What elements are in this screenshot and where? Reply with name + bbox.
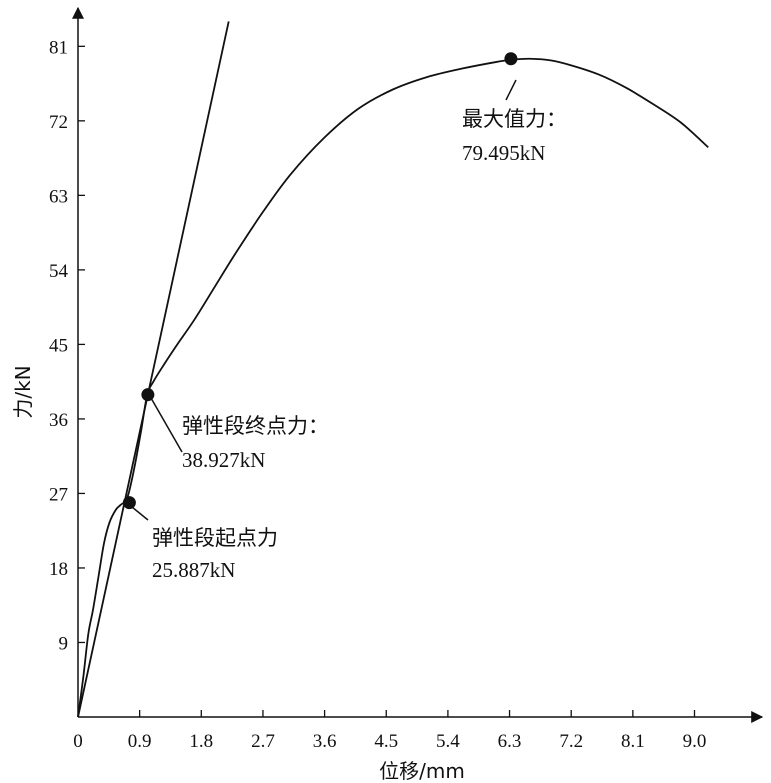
x-tick-label: 3.6 bbox=[313, 731, 337, 752]
x-ticks: 0 0.9 1.8 2.7 3.6 4.5 5.4 6.3 7.2 8.1 9.0 bbox=[73, 710, 706, 752]
annotation-label: 弹性段终点力： bbox=[182, 414, 329, 438]
x-tick-label: 9.0 bbox=[683, 731, 707, 752]
x-tick-label: 6.3 bbox=[498, 731, 522, 752]
annotation-leader bbox=[131, 506, 149, 521]
annotations: 弹性段起点力 25.887kN 弹性段终点力： 38.927kN 最大值力： 79.495… bbox=[122, 52, 567, 582]
x-tick-label: 1.8 bbox=[189, 731, 213, 752]
annotation-label: 弹性段起点力 bbox=[152, 526, 278, 550]
tangent-line bbox=[77, 21, 230, 718]
y-tick-label: 9 bbox=[59, 633, 69, 654]
x-axis-title: 位移/mm bbox=[379, 759, 465, 783]
annotation-value: 79.495kN bbox=[462, 141, 545, 165]
annotation-leader bbox=[150, 397, 183, 453]
x-tick-label: 0 bbox=[73, 731, 83, 752]
y-tick-label: 81 bbox=[49, 37, 68, 58]
x-tick-label: 2.7 bbox=[251, 731, 275, 752]
annotation-point bbox=[122, 496, 136, 510]
y-tick-label: 27 bbox=[49, 484, 68, 505]
annotation-point bbox=[504, 52, 518, 66]
y-tick-label: 18 bbox=[49, 559, 68, 580]
annotation-label: 最大值力： bbox=[462, 107, 567, 131]
y-ticks: 9 18 27 36 45 54 63 72 81 bbox=[49, 37, 85, 654]
annotation-value: 25.887kN bbox=[152, 558, 235, 582]
y-tick-label: 45 bbox=[49, 335, 68, 356]
x-tick-label: 4.5 bbox=[374, 731, 398, 752]
y-tick-label: 72 bbox=[49, 112, 68, 133]
axes bbox=[72, 6, 764, 723]
series-layer bbox=[77, 21, 709, 718]
y-axis-title: 力/kN bbox=[11, 365, 35, 418]
annotation-value: 38.927kN bbox=[182, 448, 265, 472]
x-tick-label: 5.4 bbox=[436, 731, 460, 752]
x-tick-label: 7.2 bbox=[559, 731, 583, 752]
x-tick-label: 0.9 bbox=[128, 731, 152, 752]
annotation-leader bbox=[505, 79, 517, 101]
curve-line bbox=[77, 57, 709, 718]
annotation-point bbox=[141, 388, 155, 402]
x-tick-label: 8.1 bbox=[621, 731, 645, 752]
y-tick-label: 63 bbox=[49, 186, 68, 207]
y-tick-label: 36 bbox=[49, 410, 68, 431]
y-tick-label: 54 bbox=[49, 261, 69, 282]
